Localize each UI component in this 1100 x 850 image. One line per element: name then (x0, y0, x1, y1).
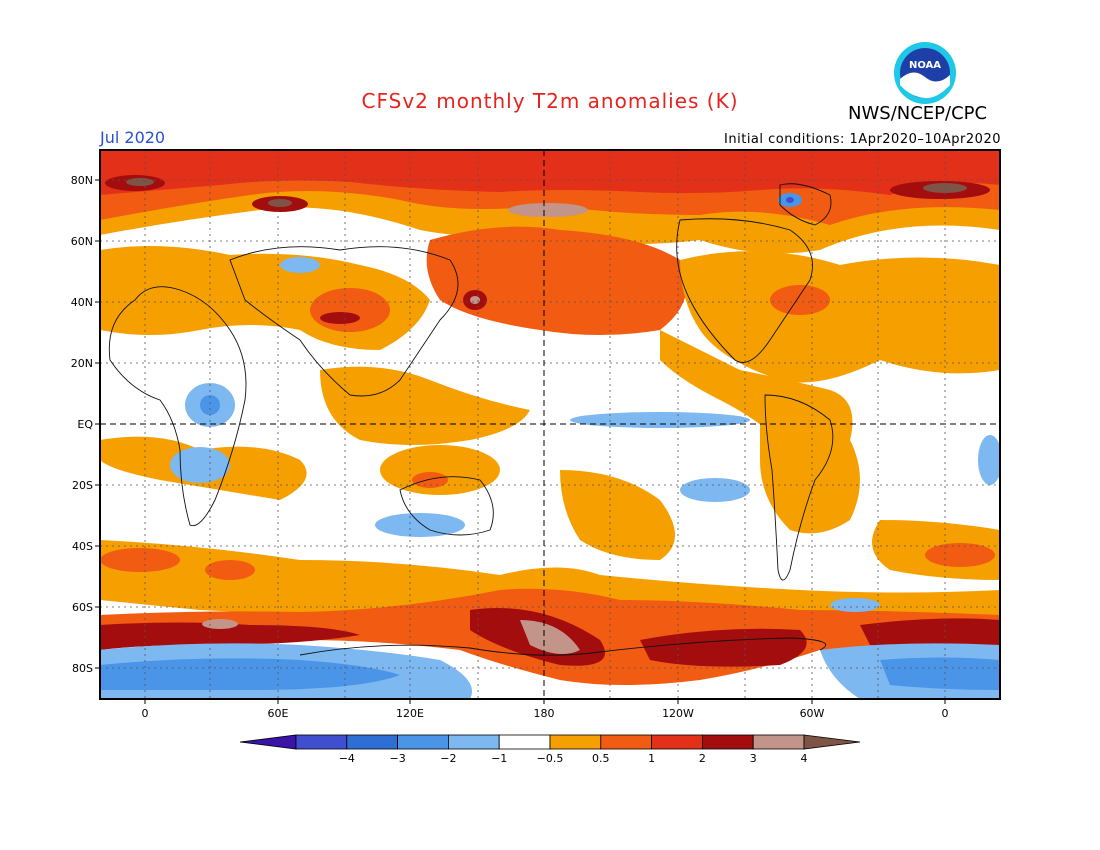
colorbar-label: −3 (389, 752, 405, 765)
logo-text: NOAA (909, 60, 941, 71)
lon-label: 120E (396, 707, 424, 720)
colorbar-segment (397, 734, 449, 750)
lon-label: 60W (800, 707, 825, 720)
initial-conditions: Initial conditions: 1Apr2020–10Apr2020 (724, 132, 1001, 147)
colorbar-label: 0.5 (592, 752, 610, 765)
lat-label: 80S (72, 662, 93, 675)
colorbar-label: −4 (339, 752, 355, 765)
colorbar-label: −0.5 (537, 752, 564, 765)
lon-label: 0 (942, 707, 949, 720)
colorbar-segment (447, 734, 500, 750)
lat-label: 20S (72, 479, 93, 492)
colorbar-segment (549, 734, 602, 750)
map-field (100, 150, 1000, 699)
lat-label: 40N (71, 296, 93, 309)
colorbar-label: −1 (491, 752, 507, 765)
colorbar-segment (651, 734, 703, 750)
noaa-logo-icon: NOAA (894, 42, 956, 104)
lat-label: 60S (72, 601, 93, 614)
colorbar-label: −2 (440, 752, 456, 765)
colorbar-label: 4 (801, 752, 808, 765)
lat-label: 80N (71, 174, 93, 187)
colorbar-segment (702, 734, 754, 750)
colorbar: −4 −3 −2 −1 −0.5 0.5 1 2 3 4 (239, 734, 861, 765)
colorbar-segment (295, 734, 348, 750)
lat-ticks (95, 179, 100, 669)
colorbar-segment (752, 734, 805, 750)
equator-dateline (100, 150, 1000, 699)
coastlines (108, 183, 834, 656)
lon-label: 0 (142, 707, 149, 720)
lat-label: 60N (71, 235, 93, 248)
colorbar-label: 3 (750, 752, 757, 765)
lat-label: 20N (71, 357, 93, 370)
map-title: CFSv2 monthly T2m anomalies (K) (361, 89, 739, 113)
lat-axis: 80N 60N 40N 20N EQ 20S 40S 60S 80S (71, 174, 94, 675)
colorbar-label: 1 (648, 752, 655, 765)
colorbar-extend-high (803, 734, 861, 750)
graticule (100, 150, 1000, 699)
lat-label: EQ (77, 418, 93, 431)
colorbar-extend-low (239, 734, 297, 750)
lon-label: 120W (662, 707, 694, 720)
agency-label: NWS/NCEP/CPC (848, 103, 988, 124)
lon-label: 60E (268, 707, 289, 720)
colorbar-label: 2 (699, 752, 706, 765)
lat-label: 40S (72, 540, 93, 553)
lon-label: 180 (534, 707, 555, 720)
lon-axis: 0 60E 120E 180 120W 60W 0 (142, 707, 949, 720)
colorbar-segment (498, 734, 551, 750)
forecast-month: Jul 2020 (100, 128, 166, 147)
colorbar-segment (346, 734, 398, 750)
colorbar-segment (600, 734, 652, 750)
lon-ticks (144, 699, 946, 704)
